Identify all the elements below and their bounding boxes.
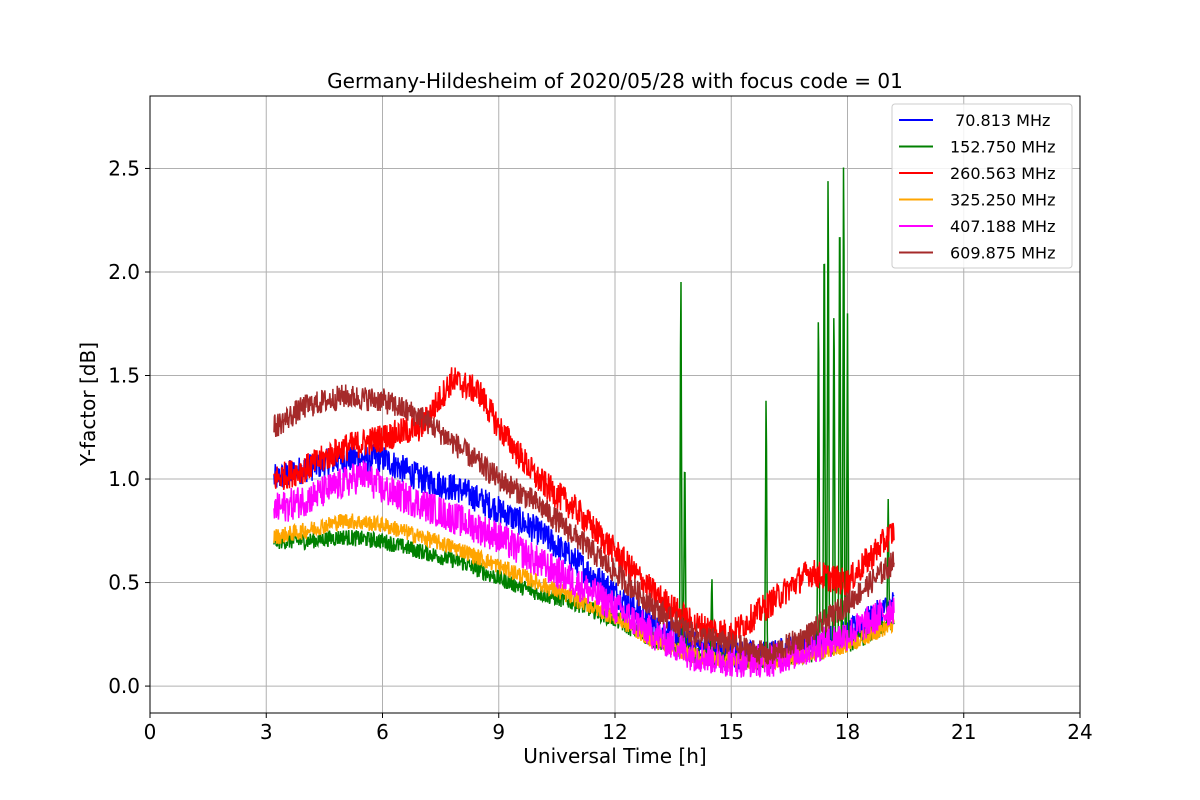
- x-tick-label: 12: [602, 720, 627, 744]
- y-tick-label: 1.0: [108, 467, 140, 491]
- x-tick-label: 21: [951, 720, 976, 744]
- x-tick-label: 18: [835, 720, 860, 744]
- x-tick-label: 24: [1067, 720, 1092, 744]
- series-line-6: [273, 384, 895, 665]
- x-tick-label: 6: [376, 720, 389, 744]
- chart-title: Germany-Hildesheim of 2020/05/28 with fo…: [327, 69, 903, 93]
- legend-entry-label: 152.750 MHz: [950, 138, 1055, 157]
- legend-entry-label: 325.250 MHz: [950, 191, 1055, 210]
- legend-entry-label: 260.563 MHz: [950, 164, 1055, 183]
- x-tick-label: 15: [719, 720, 744, 744]
- y-tick-label: 0.5: [108, 571, 140, 595]
- x-tick-label: 9: [492, 720, 505, 744]
- plot-area: [273, 167, 895, 678]
- y-tick-label: 2.5: [108, 156, 140, 180]
- legend-entry-label: 407.188 MHz: [950, 217, 1055, 236]
- y-tick-label: 1.5: [108, 364, 140, 388]
- y-tick-label: 2.0: [108, 260, 140, 284]
- legend-entry-label: 70.813 MHz: [950, 111, 1050, 130]
- y-axis-label: Y-factor [dB]: [76, 342, 100, 467]
- legend-box: [891, 103, 1073, 269]
- x-axis-ticks: 0 3 6 9 12 15 18 21 24: [144, 713, 1093, 744]
- legend-entry-label: 609.875 MHz: [950, 244, 1055, 263]
- series-line-3: [273, 367, 895, 647]
- y-tick-label: 0.0: [108, 674, 140, 698]
- x-axis-label: Universal Time [h]: [523, 744, 706, 768]
- x-tick-label: 3: [260, 720, 273, 744]
- legend: 70.813 MHz 152.750 MHz 260.563 MHz 325.250 …: [891, 103, 1073, 269]
- x-tick-label: 0: [144, 720, 157, 744]
- y-axis-ticks: 0.0 0.5 1.0 1.5 2.0 2.5: [108, 156, 150, 698]
